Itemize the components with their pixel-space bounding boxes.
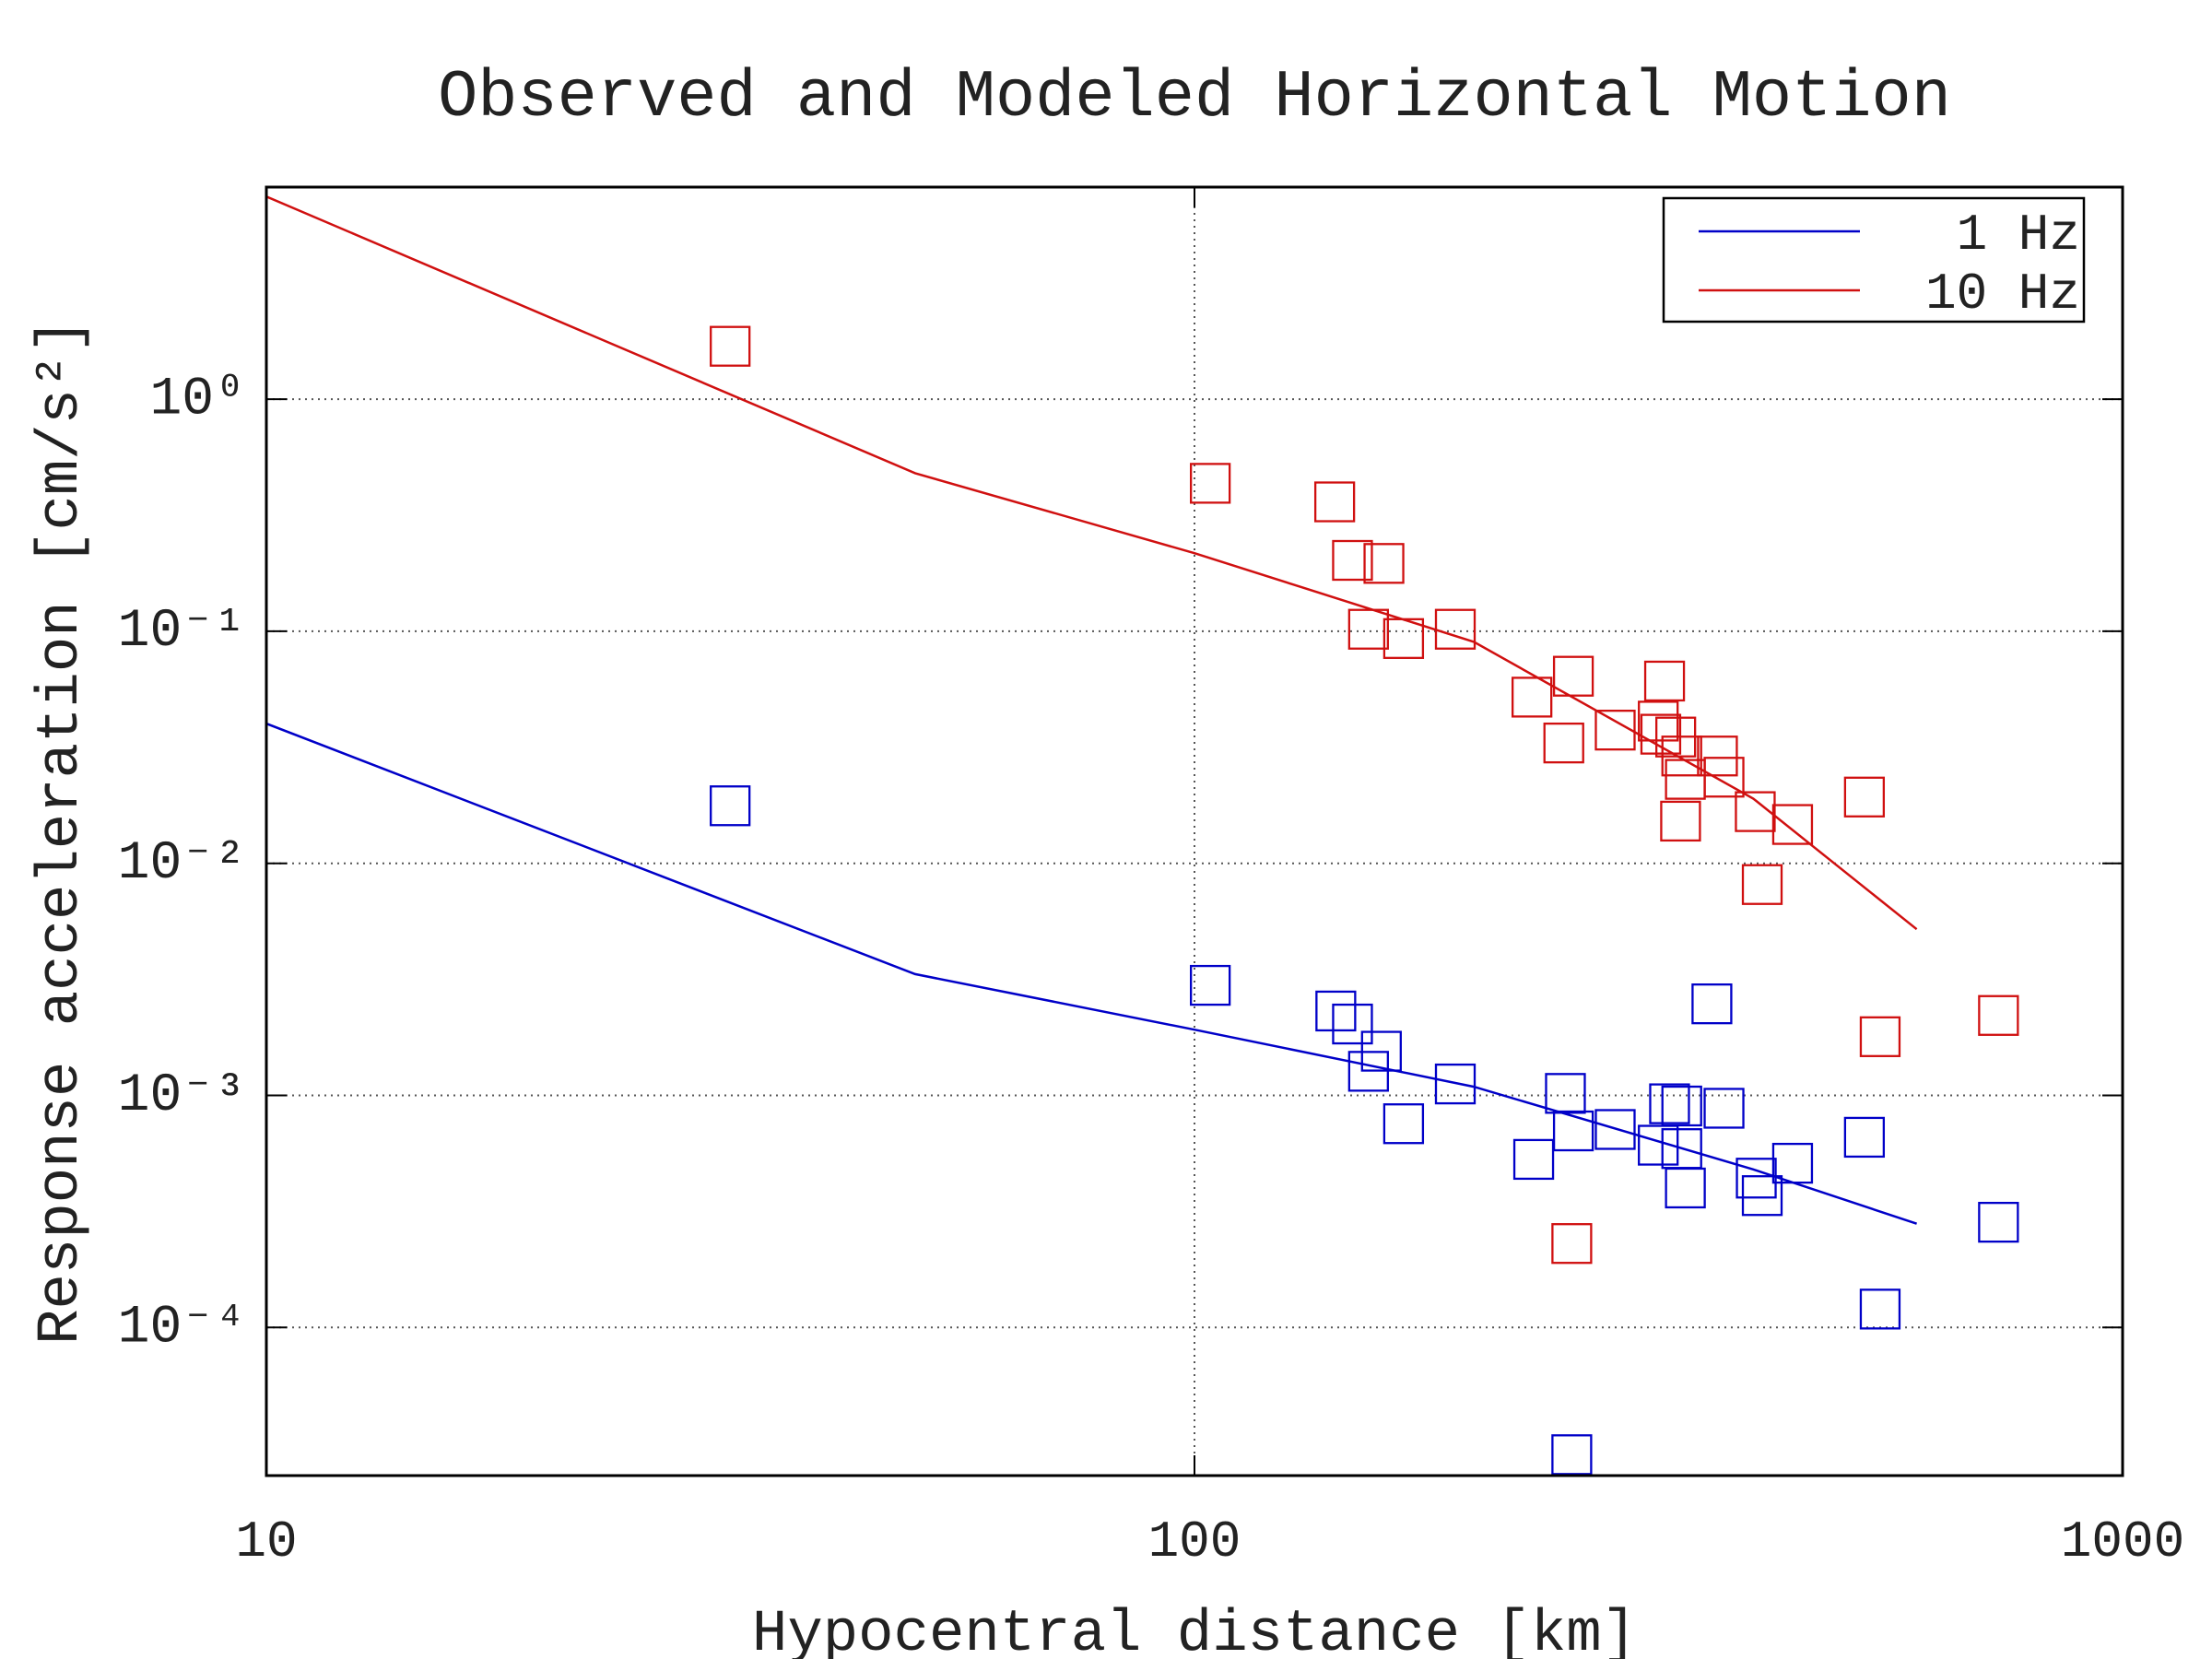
y-tick-label: 10⁻³ xyxy=(118,1066,246,1126)
observed-point xyxy=(710,785,751,827)
observed-point xyxy=(1771,1142,1814,1184)
y-tick-label: 10⁻¹ xyxy=(118,602,246,662)
observed-point xyxy=(1551,1434,1593,1476)
x-tick-label: 100 xyxy=(1148,1512,1241,1571)
observed-point xyxy=(1347,608,1389,650)
observed-point xyxy=(1643,660,1686,702)
observed-point xyxy=(1190,964,1231,1006)
observed-point xyxy=(1543,722,1584,764)
observed-point xyxy=(1552,655,1594,697)
observed-point xyxy=(1843,1116,1886,1159)
legend-label: 10 Hz xyxy=(1925,265,2080,324)
observed-point xyxy=(1978,994,2019,1036)
chart-title: Observed and Modeled Horizontal Motion xyxy=(438,60,1951,135)
model-line xyxy=(266,722,1917,1225)
observed-point xyxy=(1665,1167,1706,1209)
observed-point xyxy=(1347,1051,1389,1092)
legend-label: 1 Hz xyxy=(1957,206,2080,265)
observed-point xyxy=(1332,1003,1373,1045)
observed-point xyxy=(1382,1103,1425,1145)
y-tick-label: 10⁻² xyxy=(118,834,246,894)
observed-point xyxy=(1363,543,1405,584)
observed-point xyxy=(1859,1016,1901,1057)
observed-point xyxy=(1741,1175,1783,1217)
observed-point xyxy=(1332,539,1373,582)
observed-point xyxy=(710,325,751,367)
observed-point xyxy=(1640,713,1682,755)
observed-point xyxy=(1661,1128,1702,1170)
observed-point xyxy=(1735,791,1776,832)
plot-frame xyxy=(265,185,2124,1477)
observed-point xyxy=(1843,776,1886,818)
observed-point xyxy=(1661,735,1702,777)
observed-point xyxy=(1315,990,1357,1032)
observed-point xyxy=(1703,757,1745,798)
observed-point xyxy=(1594,1109,1636,1150)
y-axis-label: Response acceleration [cm/s²] xyxy=(29,318,95,1345)
observed-point xyxy=(1190,463,1231,504)
observed-point xyxy=(1512,677,1553,718)
x-axis-label: Hypocentral distance [km] xyxy=(752,1602,1637,1659)
observed-point xyxy=(1703,1088,1745,1129)
observed-point xyxy=(1859,1288,1901,1330)
observed-point xyxy=(1552,1110,1594,1152)
observed-point xyxy=(1638,1124,1679,1166)
observed-point xyxy=(1638,700,1679,742)
observed-point xyxy=(1313,481,1356,523)
x-tick-label: 10 xyxy=(235,1512,297,1571)
y-tick-label: 10⁻⁴ xyxy=(118,1299,246,1359)
observed-point xyxy=(1434,1063,1477,1105)
observed-point xyxy=(1512,1138,1555,1181)
observed-point xyxy=(1545,1073,1586,1114)
observed-point xyxy=(1649,1083,1690,1124)
observed-point xyxy=(1978,1201,2019,1243)
y-tick-label: 10⁰ xyxy=(149,370,246,429)
observed-point xyxy=(1661,1085,1702,1127)
legend-box xyxy=(1662,196,2086,324)
model-line xyxy=(266,195,1918,931)
observed-point xyxy=(1771,804,1814,845)
observed-point xyxy=(1735,1158,1777,1199)
observed-point xyxy=(1382,618,1425,659)
observed-point xyxy=(1697,735,1738,777)
observed-point xyxy=(1434,608,1477,650)
x-tick-label: 1000 xyxy=(2061,1512,2184,1571)
observed-point xyxy=(1691,983,1733,1025)
observed-point xyxy=(1660,800,1701,842)
observed-point xyxy=(1551,1223,1593,1265)
observed-point xyxy=(1741,864,1783,905)
observed-point xyxy=(1594,710,1636,751)
